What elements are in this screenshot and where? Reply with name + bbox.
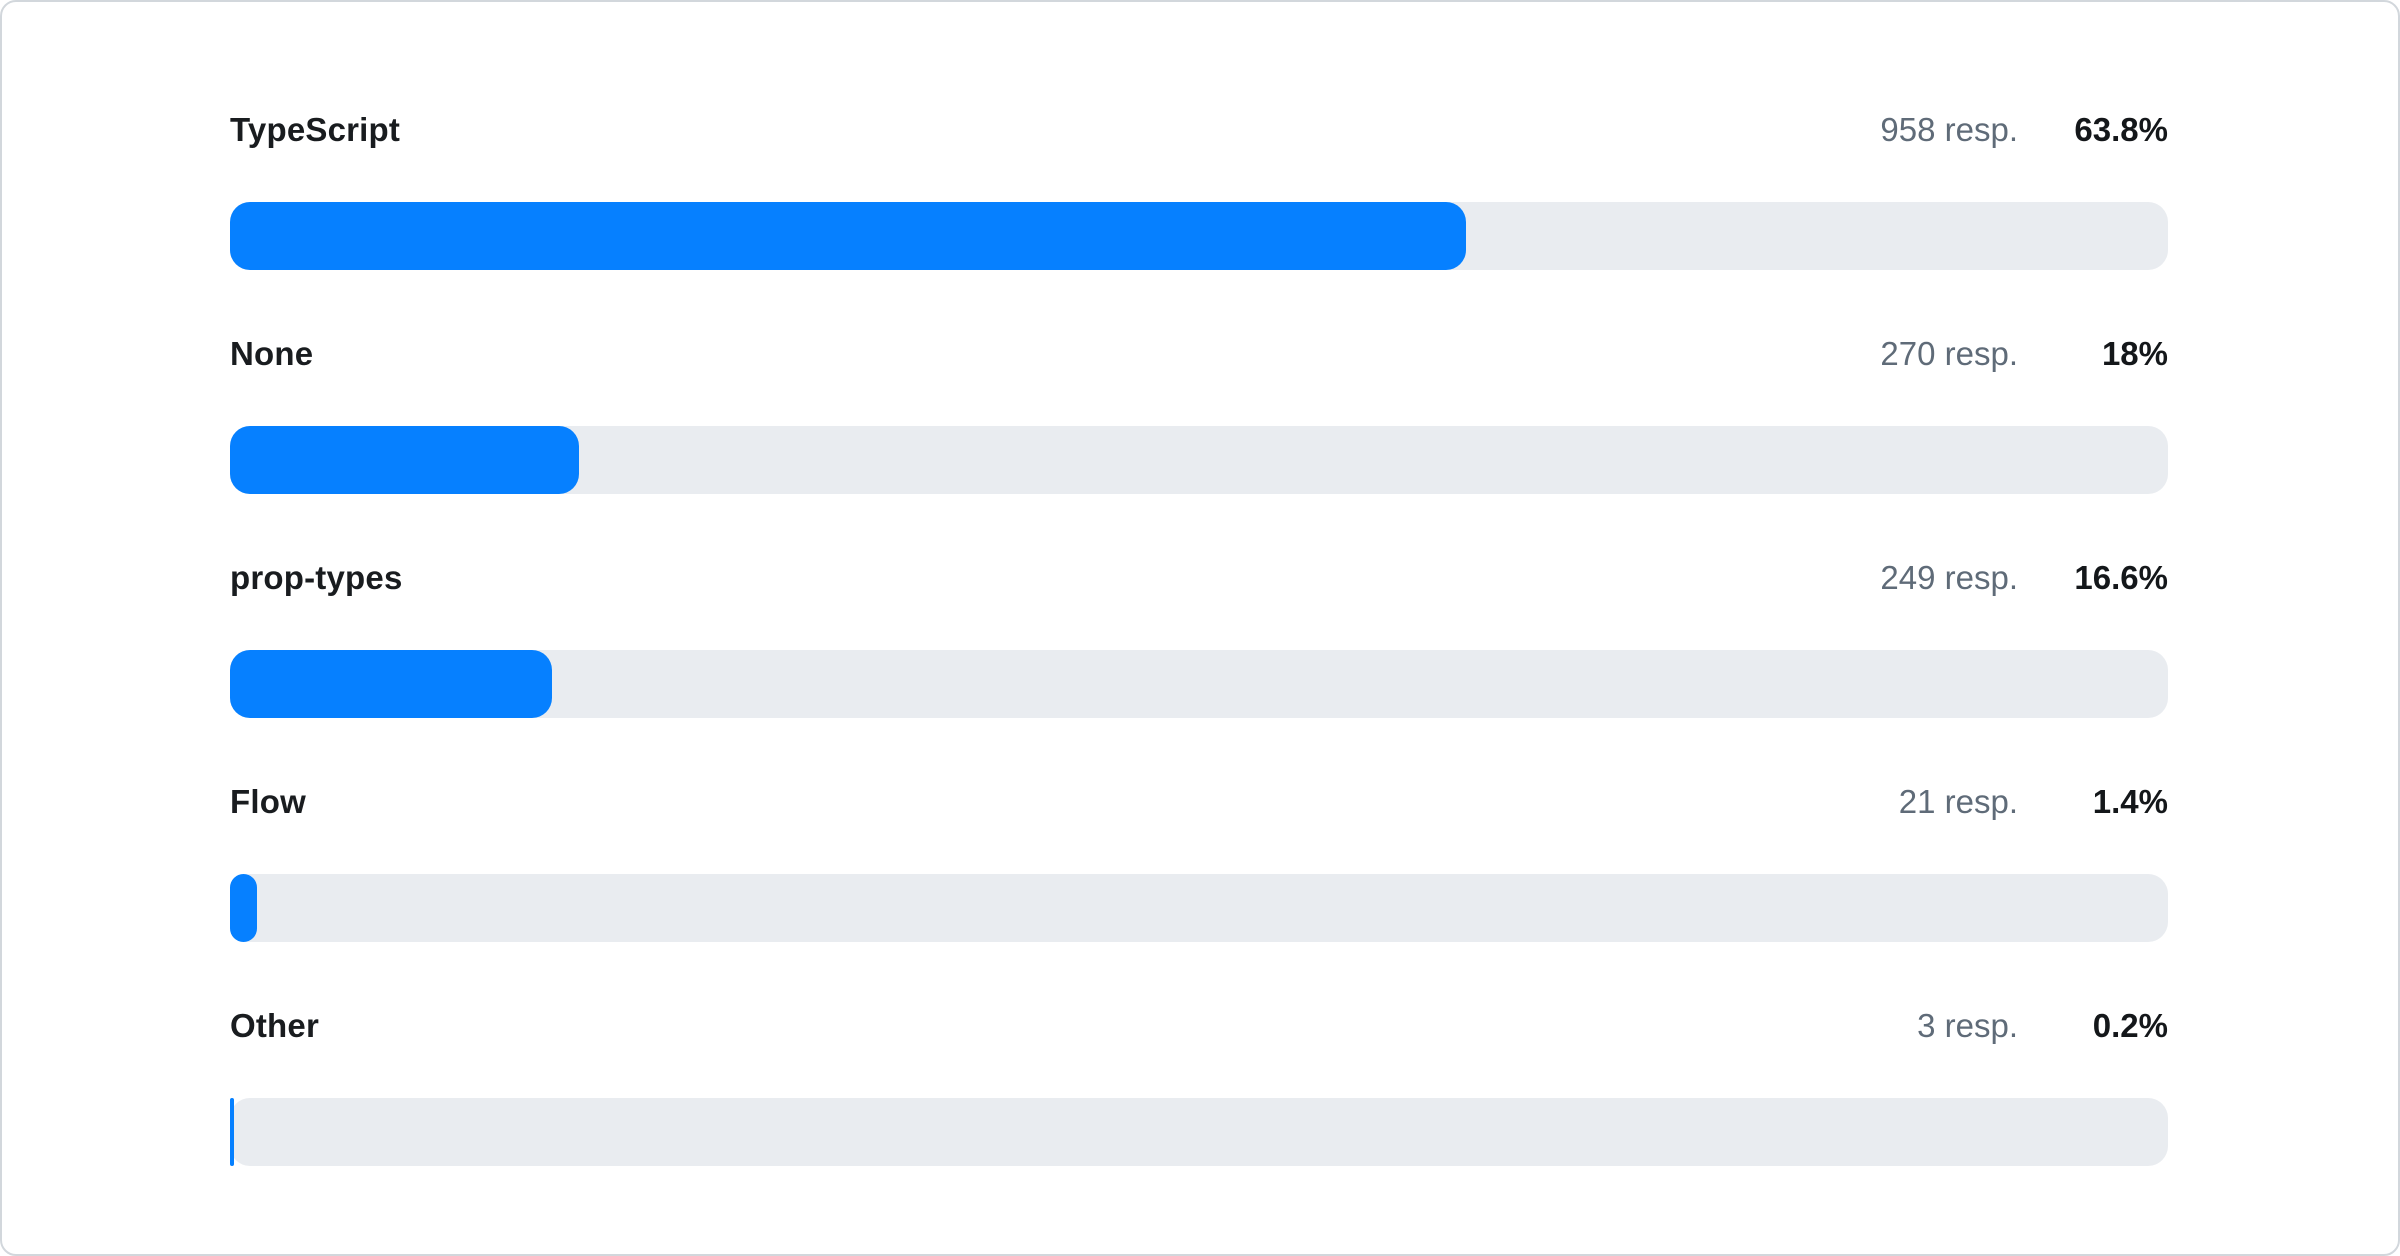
answer-stats: 3 resp. 0.2% [1917,1006,2168,1046]
bar-fill [230,650,552,718]
response-count: 21 resp. [1898,783,2018,820]
answer-row-head: Flow 21 resp. 1.4% [230,782,2168,822]
bar-track [230,426,2168,494]
bar-fill [230,1098,234,1166]
answer-row-head: None 270 resp. 18% [230,334,2168,374]
answer-row-head: Other 3 resp. 0.2% [230,1006,2168,1046]
answer-row: None 270 resp. 18% [230,334,2168,494]
answer-stats: 249 resp. 16.6% [1880,558,2168,598]
response-count: 270 resp. [1880,335,2018,372]
answer-row: prop-types 249 resp. 16.6% [230,558,2168,718]
answer-row: Other 3 resp. 0.2% [230,1006,2168,1166]
answer-stats: 270 resp. 18% [1880,334,2168,374]
response-count: 3 resp. [1917,1007,2018,1044]
percent-value: 18% [2101,335,2168,372]
response-count: 249 resp. [1880,559,2018,596]
percent-value: 16.6% [2074,559,2168,596]
bar-track [230,874,2168,942]
answer-label: TypeScript [230,111,401,148]
answer-row: Flow 21 resp. 1.4% [230,782,2168,942]
bar-fill [230,426,579,494]
percent-value: 1.4% [2092,783,2168,820]
percent-value: 0.2% [2092,1007,2168,1044]
answer-stats: 958 resp. 63.8% [1880,110,2168,150]
answer-row: TypeScript 958 resp. 63.8% [230,110,2168,270]
bar-track [230,1098,2168,1166]
answer-stats: 21 resp. 1.4% [1899,782,2168,822]
bar-fill [230,874,258,942]
bar-track [230,650,2168,718]
response-count: 958 resp. [1880,111,2018,148]
bar-track [230,202,2168,270]
answer-label: Flow [230,783,306,820]
percent-value: 63.8% [2074,111,2168,148]
bar-fill [230,202,1467,270]
answer-label: Other [230,1007,320,1044]
answer-rows: TypeScript 958 resp. 63.8% None 270 resp… [230,110,2168,1166]
answer-label: prop-types [230,559,403,596]
answer-row-head: TypeScript 958 resp. 63.8% [230,110,2168,150]
answer-label: None [230,335,314,372]
answer-row-head: prop-types 249 resp. 16.6% [230,558,2168,598]
